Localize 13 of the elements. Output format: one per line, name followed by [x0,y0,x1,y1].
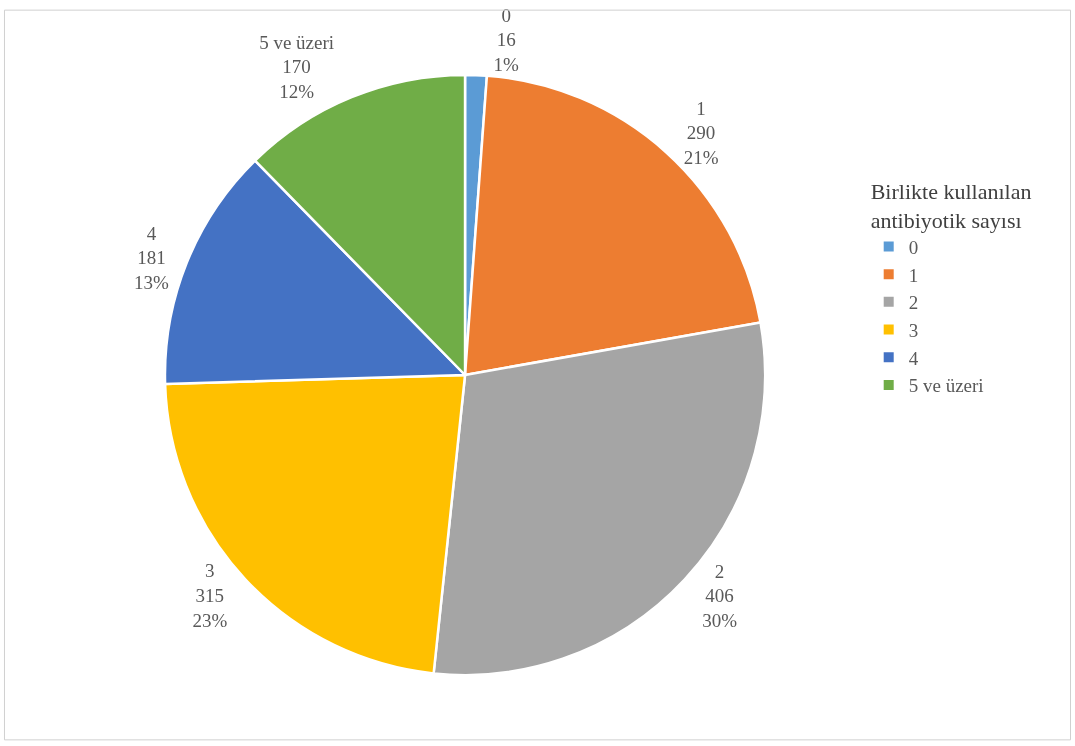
data-label: 2 406 30% [702,560,738,632]
data-label: 1 290 21% [683,97,719,169]
data-label: 5 ve üzeri 170 12% [259,31,335,103]
data-label: 3 315 23% [192,560,228,631]
legend-label: 1 [908,264,919,286]
legend-label: 0 [908,236,919,258]
legend-label: 2 [908,292,919,314]
legend-title: Birlikte kullanılan antibiyotik sayısı [870,179,1032,233]
legend-label: 5 ve üzeri [908,375,984,397]
data-label: 4 181 13% [134,222,170,294]
legend-label: 3 [908,319,919,341]
data-label: 0 16 1% [493,4,520,76]
legend-label: 4 [908,347,919,369]
